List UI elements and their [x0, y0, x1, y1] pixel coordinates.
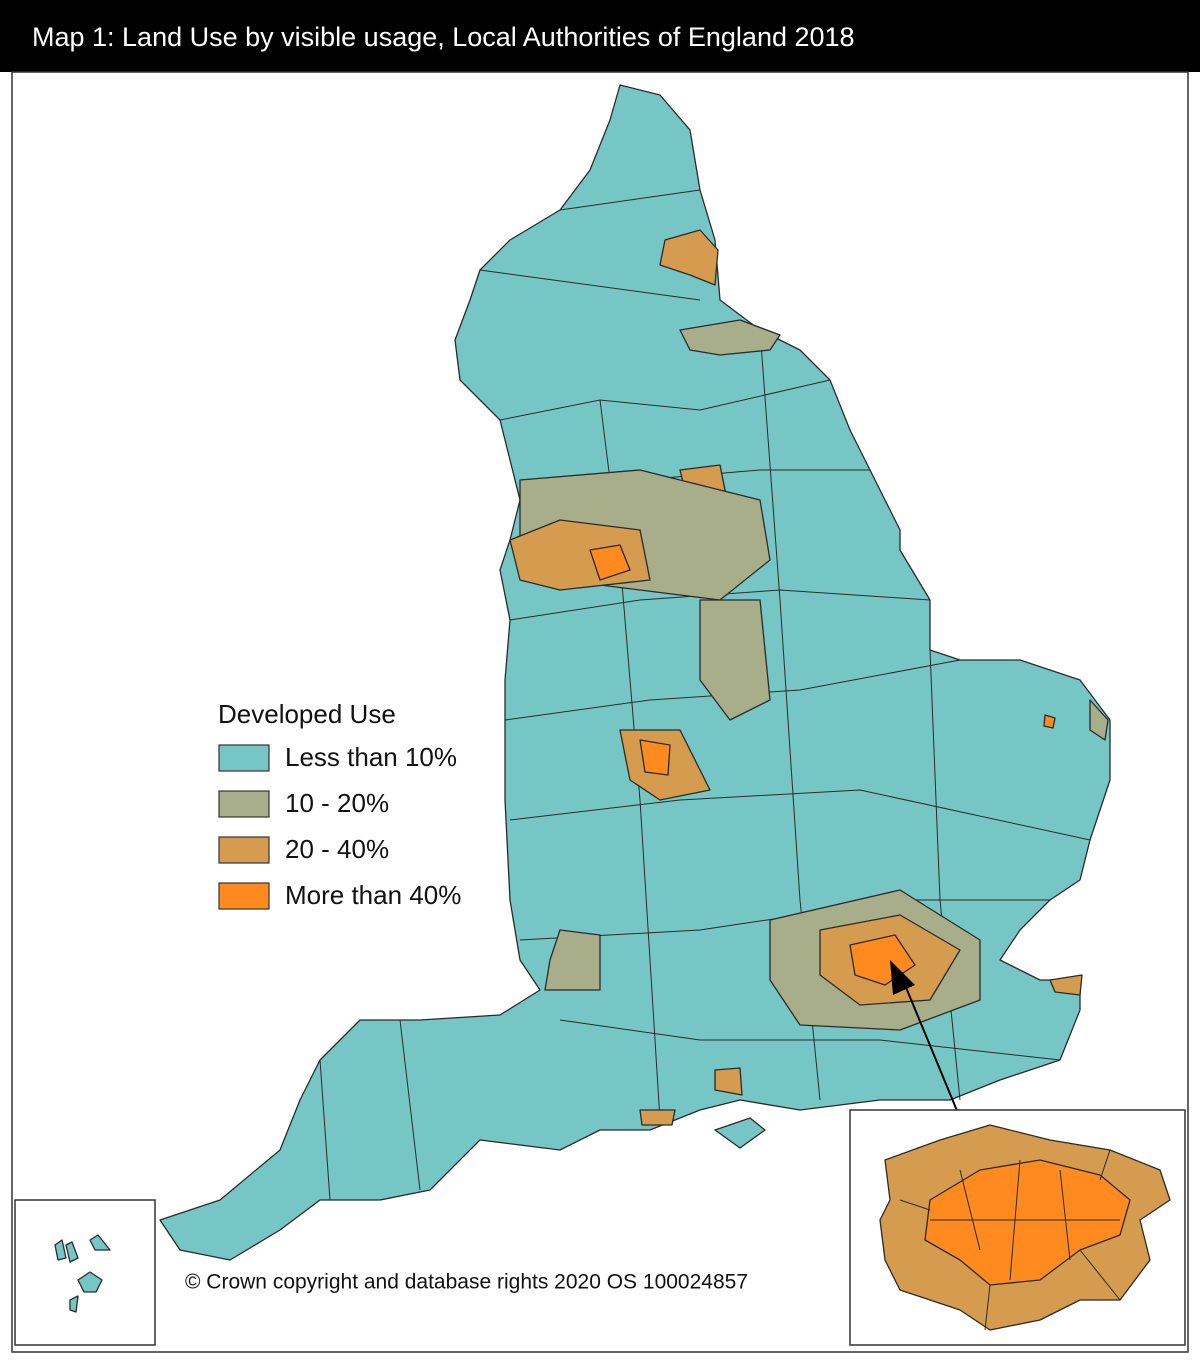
arrow-head [890, 960, 915, 995]
district [699, 599, 771, 721]
district [679, 319, 781, 356]
legend: Less than 10% 10 - 20% 20 - 40% More than 4… [218, 742, 461, 910]
london-inner [924, 1159, 1131, 1286]
district [1049, 974, 1083, 996]
legend-label: 20 - 40% [285, 834, 389, 864]
scilly-inset [14, 1199, 156, 1346]
district [544, 929, 601, 991]
district [589, 544, 631, 581]
legend-swatch [218, 744, 270, 772]
legend-title: Developed Use [218, 699, 396, 729]
district [1043, 714, 1056, 729]
copyright: © Crown copyright and database rights 20… [185, 1271, 748, 1294]
legend-label: Less than 10% [285, 742, 457, 772]
district [639, 739, 671, 776]
island [714, 1117, 766, 1149]
district [639, 1109, 676, 1126]
legend-swatch [218, 882, 270, 910]
title-bar [0, 0, 1200, 72]
district [714, 1067, 743, 1096]
island [65, 1241, 79, 1263]
district [659, 229, 719, 286]
district [1089, 699, 1109, 741]
legend-label: 10 - 20% [285, 788, 389, 818]
legend-swatch [218, 790, 270, 818]
island [77, 1271, 103, 1293]
island [69, 1295, 79, 1313]
inset-arrow [904, 984, 966, 1131]
london-boundaries [899, 1149, 1121, 1331]
island [89, 1234, 111, 1251]
map-title: Map 1: Land Use by visible usage, Local … [32, 22, 855, 52]
island [54, 1239, 67, 1261]
legend-label: More than 40% [285, 880, 461, 910]
legend-swatch [218, 836, 270, 864]
